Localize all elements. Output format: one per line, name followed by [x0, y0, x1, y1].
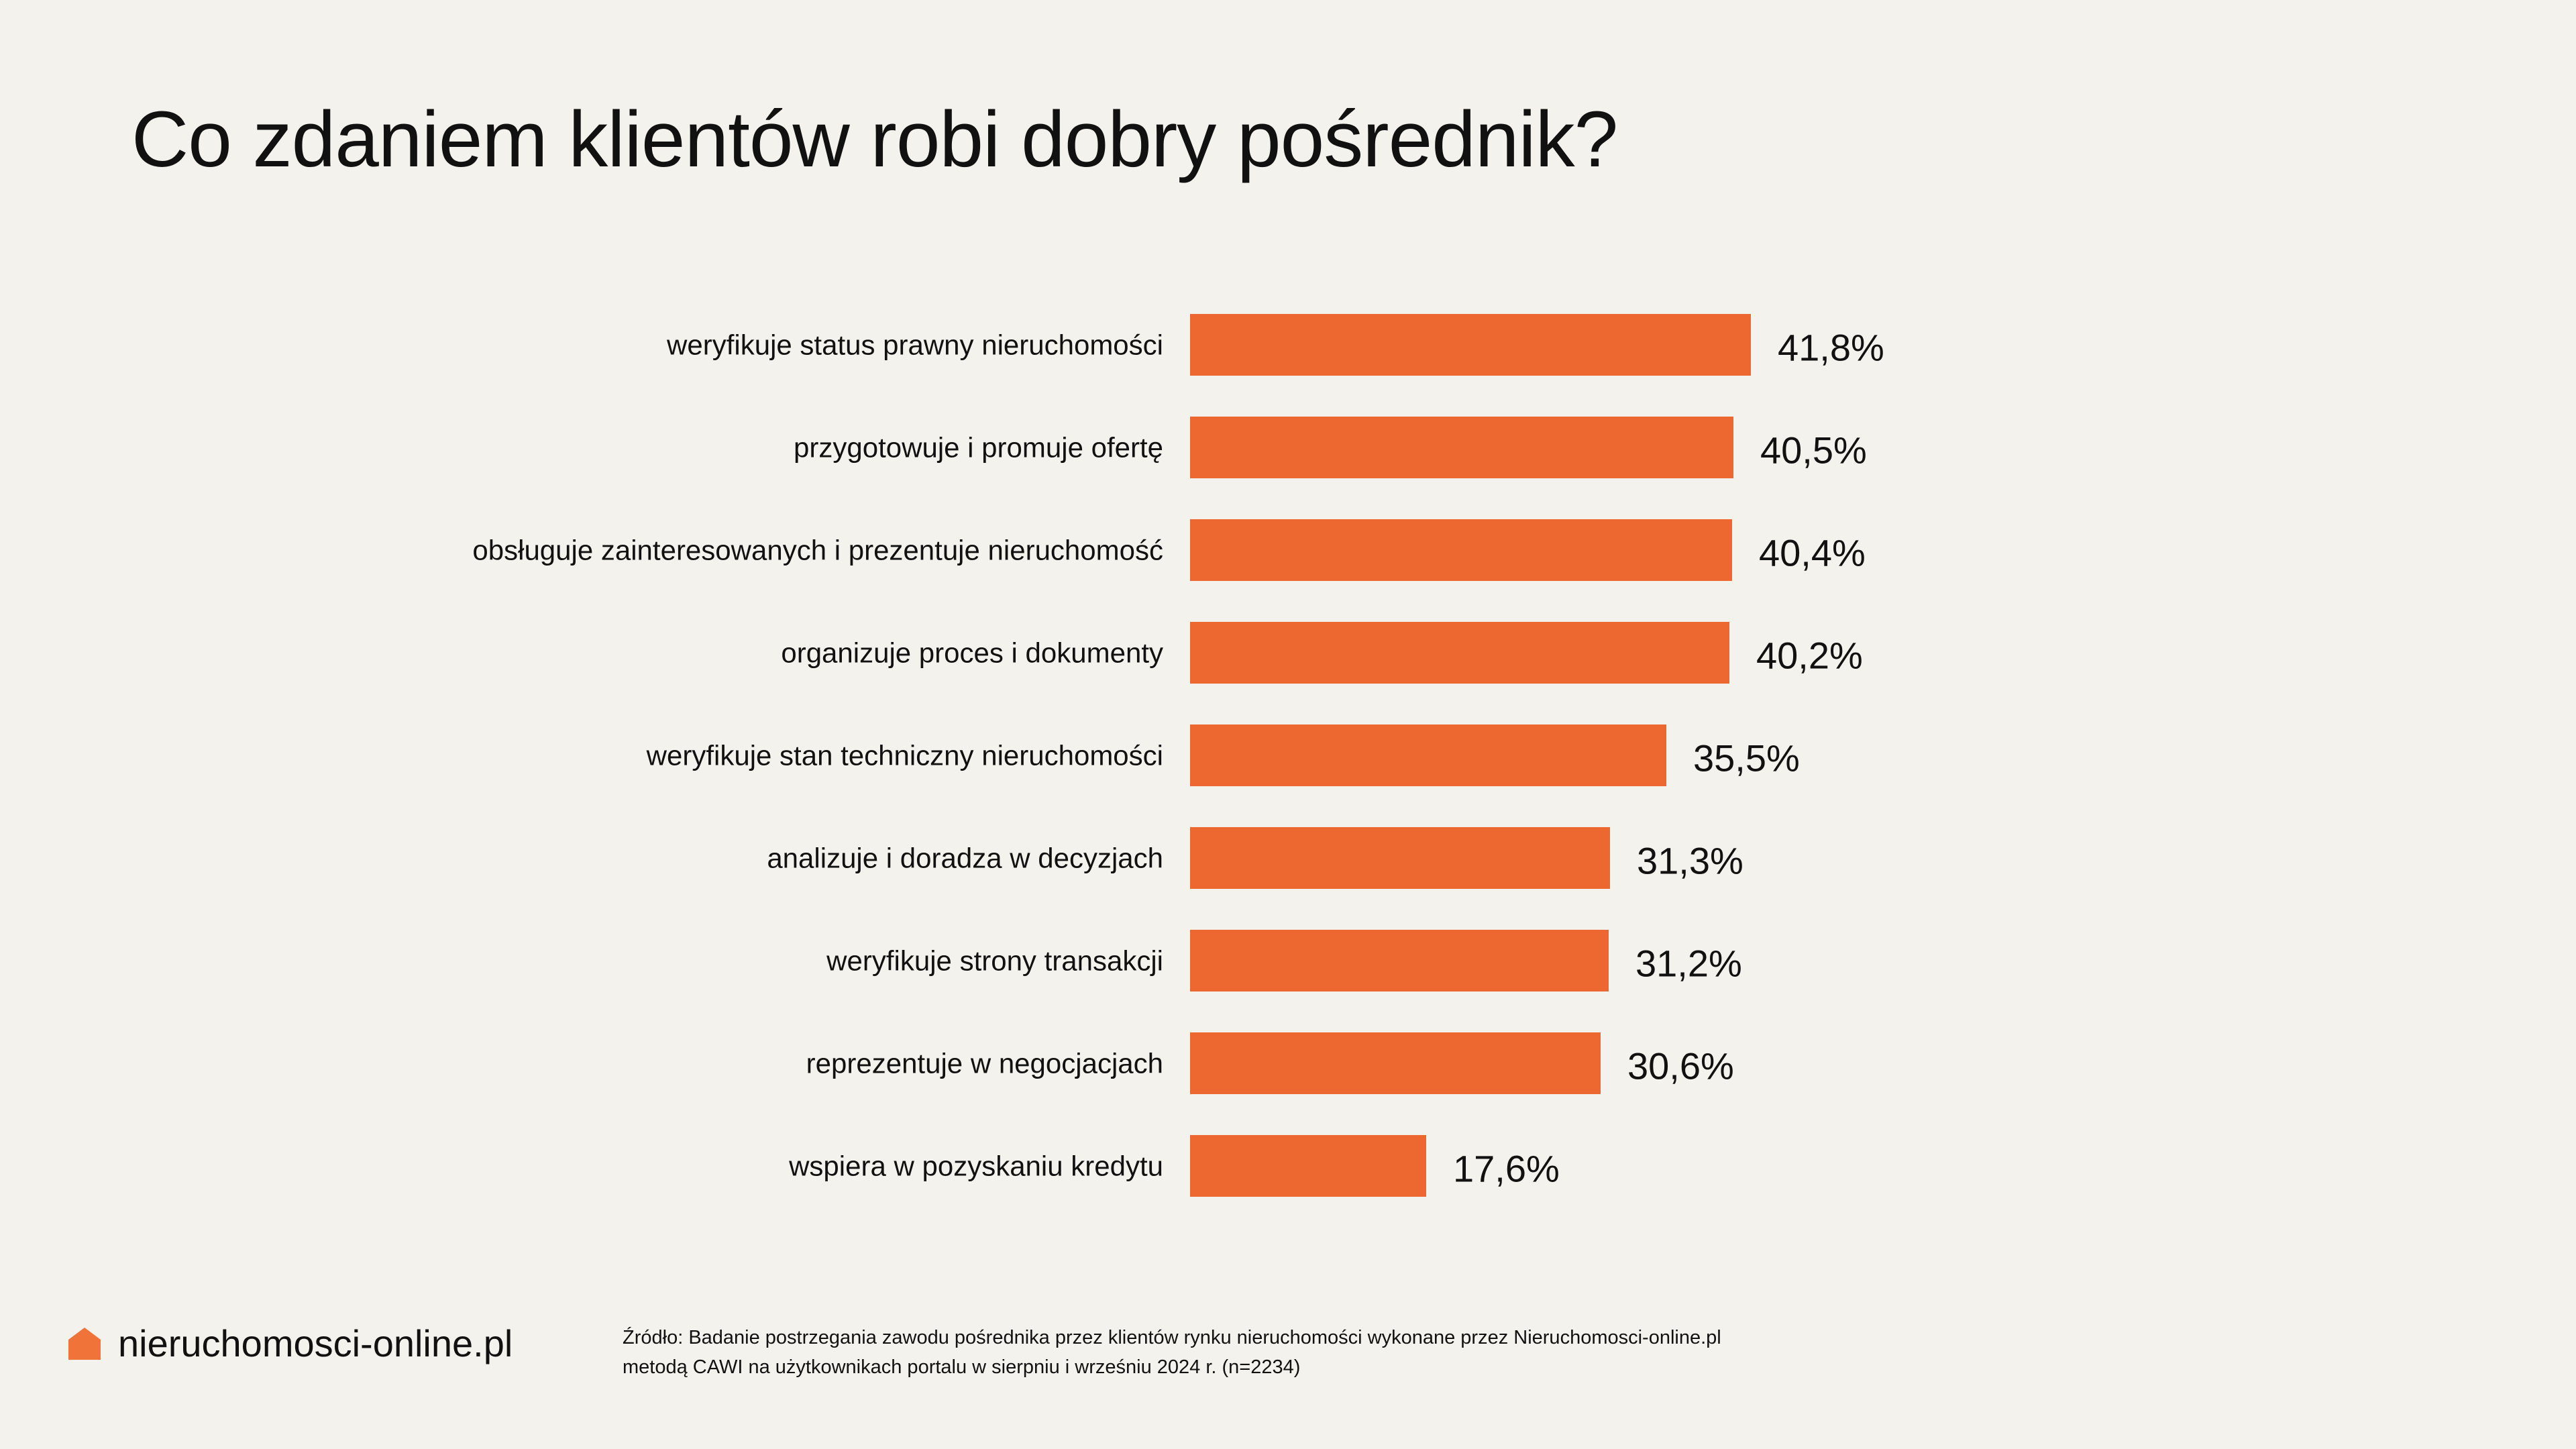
- category-label: weryfikuje stan techniczny nieruchomości: [646, 740, 1163, 771]
- category-label: obsługuje zainteresowanych i prezentuje …: [472, 535, 1163, 566]
- value-label: 40,5%: [1760, 429, 1867, 472]
- value-label: 35,5%: [1693, 737, 1800, 780]
- value-label: 17,6%: [1453, 1148, 1560, 1190]
- chart-title: Co zdaniem klientów robi dobry pośrednik…: [131, 95, 1618, 184]
- value-label: 30,6%: [1627, 1045, 1734, 1087]
- bar: [1190, 724, 1666, 786]
- category-label: przygotowuje i promuje ofertę: [794, 432, 1163, 464]
- bar: [1190, 519, 1732, 581]
- category-label: analizuje i doradza w decyzjach: [767, 843, 1163, 874]
- bar: [1190, 622, 1729, 684]
- value-label: 40,4%: [1759, 532, 1866, 574]
- category-label: weryfikuje status prawny nieruchomości: [666, 329, 1163, 361]
- value-label: 41,8%: [1778, 327, 1884, 369]
- bar: [1190, 314, 1751, 376]
- value-label: 31,3%: [1637, 840, 1743, 882]
- value-label: 40,2%: [1756, 635, 1863, 677]
- brand-logo[interactable]: nieruchomosci-online.pl: [66, 1322, 513, 1365]
- bar: [1190, 1135, 1426, 1197]
- brand-name: nieruchomosci-online.pl: [118, 1322, 513, 1364]
- category-label: wspiera w pozyskaniu kredytu: [788, 1150, 1163, 1182]
- category-label: reprezentuje w negocjacjach: [806, 1048, 1163, 1079]
- category-label: weryfikuje strony transakcji: [826, 945, 1163, 977]
- value-label: 31,2%: [1635, 943, 1742, 985]
- bar: [1190, 417, 1733, 478]
- source-line-2: metodą CAWI na użytkownikach portalu w s…: [623, 1356, 1301, 1378]
- bar: [1190, 930, 1609, 991]
- house-icon: [68, 1327, 101, 1360]
- bars-layer: weryfikuje status prawny nieruchomości 41…: [472, 314, 1884, 1197]
- source-line-1: Źródło: Badanie postrzegania zawodu pośr…: [623, 1327, 1721, 1348]
- bar: [1190, 827, 1610, 889]
- category-label: organizuje proces i dokumenty: [781, 637, 1163, 669]
- bar: [1190, 1032, 1601, 1094]
- source-note: Źródło: Badanie postrzegania zawodu pośr…: [623, 1323, 1721, 1382]
